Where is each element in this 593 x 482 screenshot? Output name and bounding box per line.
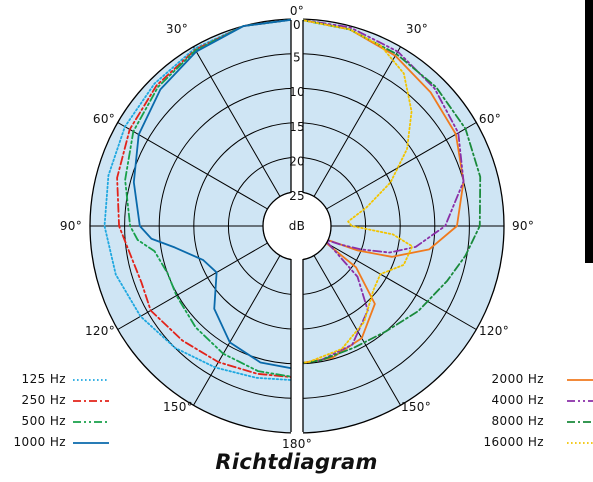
angle-label: 30° [406,22,428,36]
series-2000hz [303,19,465,364]
angle-label: 150° [163,400,193,414]
legend-swatch-250hz [73,399,109,402]
edge-bar [585,0,593,263]
legend-label: 4000 Hz [491,393,544,407]
legend-swatch-500hz [73,420,109,423]
angle-label: 90° [60,219,82,233]
series-16000hz [303,19,414,364]
legend-swatch-1000hz [73,441,109,444]
angle-label: 0° [290,4,304,18]
legend-item-16000hz: 16000 Hz [481,432,593,453]
legend-item-250hz: 250 Hz [3,390,109,411]
legend-label: 16000 Hz [483,435,544,449]
legend-swatch-8000hz [567,420,593,423]
legend-label: 250 Hz [21,393,66,407]
db-tick-label: 10 [289,85,305,99]
legend-low-frequencies: 125 Hz 250 Hz 500 Hz 1000 Hz [3,369,109,453]
legend-swatch-4000hz [567,399,593,402]
center-db-label: dB [289,219,305,233]
top-slit [291,16,303,195]
legend-high-frequencies: 2000 Hz 4000 Hz 8000 Hz 16000 Hz [481,369,593,453]
series-500hz [124,18,291,378]
legend-swatch-2000hz [567,378,593,381]
angle-label: 60° [479,112,501,126]
legend-label: 2000 Hz [491,372,544,386]
db-tick-label: 20 [289,154,305,168]
angle-label: 90° [512,219,534,233]
legend-swatch-16000hz [567,441,593,444]
series-1000hz [132,18,291,370]
series-125hz [103,18,291,381]
angle-label: 150° [401,400,431,414]
series-250hz [116,18,291,378]
series-8000hz [303,19,482,364]
legend-item-1000hz: 1000 Hz [3,432,109,453]
right-series-group [303,19,482,364]
db-tick-label: 5 [293,51,301,65]
angle-label: 120° [479,324,509,338]
db-tick-label: 15 [289,120,305,134]
legend-swatch-125hz [73,378,109,381]
radial-grid-line [117,122,268,210]
legend-item-2000hz: 2000 Hz [481,369,593,390]
radial-grid-line [117,242,268,330]
angle-label: 120° [85,324,115,338]
radial-grid-line [326,122,477,210]
legend-item-500hz: 500 Hz [3,411,109,432]
radial-grid-line [193,46,281,197]
bottom-slit [291,257,303,436]
radial-grid-line [326,242,477,330]
legend-item-125hz: 125 Hz [3,369,109,390]
legend-label: 8000 Hz [491,414,544,428]
radial-grid-line [193,255,281,406]
left-series-group [103,18,291,381]
db-tick-label: 25 [289,189,305,203]
legend-label: 1000 Hz [13,435,66,449]
legend-label: 125 Hz [21,372,66,386]
angle-label: 30° [166,22,188,36]
db-tick-label: 0 [293,18,301,32]
legend-item-4000hz: 4000 Hz [481,390,593,411]
legend-item-8000hz: 8000 Hz [481,411,593,432]
radial-grid-line [313,46,401,197]
angle-label: 180° [282,437,312,451]
legend-label: 500 Hz [21,414,66,428]
chart-caption: Richtdiagram [215,450,378,474]
angle-label: 60° [93,112,115,126]
